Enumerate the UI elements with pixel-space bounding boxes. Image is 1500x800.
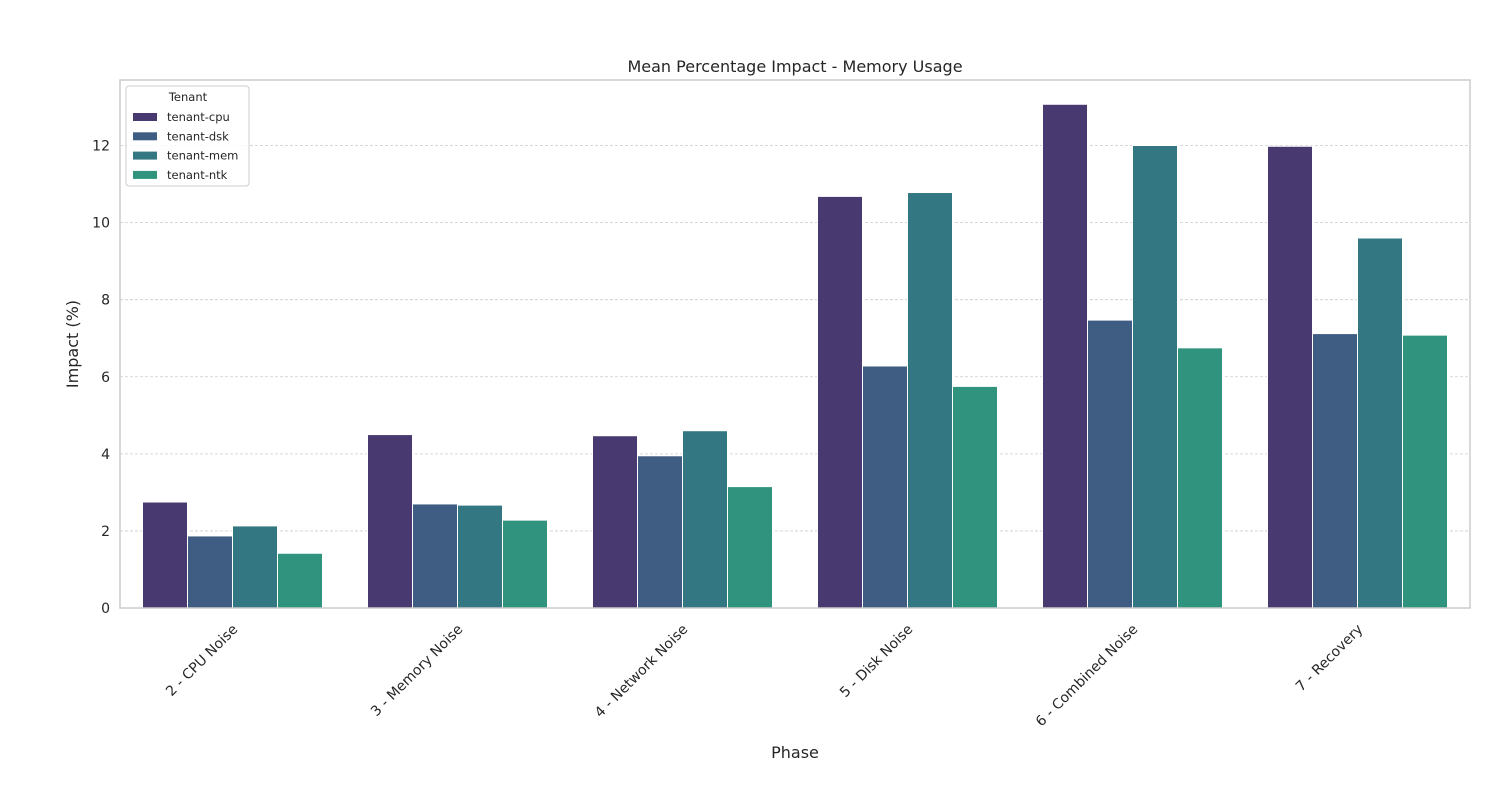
x-tick-label: 7 - Recovery	[1293, 622, 1366, 695]
y-tick-label: 0	[101, 601, 110, 617]
bar-tenant-mem	[232, 525, 278, 609]
bar-tenant-cpu	[1042, 103, 1088, 609]
y-axis-label: Impact (%)	[63, 300, 82, 388]
grid-lines	[120, 145, 1470, 532]
legend-swatch-tenant-ntk	[133, 170, 157, 179]
bar-tenant-dsk	[637, 455, 683, 609]
x-axis-ticks: 2 - CPU Noise 3 - Memory Noise 4 - Network…	[163, 622, 1366, 730]
legend-label-tenant-ntk: tenant-ntk	[167, 168, 228, 182]
bar-tenant-ntk	[1177, 347, 1223, 609]
bar-tenant-mem	[1132, 145, 1178, 609]
legend: Tenant tenant-cputenant-dsktenant-memten…	[125, 85, 250, 187]
bar-tenant-ntk	[727, 486, 773, 609]
bars-group	[142, 103, 1448, 609]
y-tick-label: 6	[101, 370, 110, 386]
x-tick-label: 6 - Combined Noise	[1033, 622, 1141, 730]
x-tick-label: 5 - Disk Noise	[837, 622, 916, 701]
x-tick-label: 4 - Network Noise	[592, 622, 691, 721]
legend-swatch-tenant-dsk	[133, 132, 157, 141]
y-tick-label: 12	[92, 139, 110, 155]
bar-tenant-ntk	[502, 519, 548, 609]
x-tick-label: 3 - Memory Noise	[368, 622, 466, 720]
chart-title: Mean Percentage Impact - Memory Usage	[627, 57, 962, 76]
bar-tenant-dsk	[862, 365, 908, 609]
bar-tenant-mem	[682, 430, 728, 609]
legend-frame	[125, 85, 250, 187]
y-tick-label: 2	[101, 524, 110, 540]
bar-tenant-dsk	[412, 503, 458, 609]
legend-items: tenant-cpu tenant-dsk tenant-mem tenant-ntk	[133, 110, 238, 182]
legend-label-tenant-dsk: tenant-dsk	[167, 129, 229, 143]
x-axis-label: Phase	[771, 743, 819, 762]
plot-frame	[119, 79, 1471, 609]
bar-tenant-dsk	[187, 535, 233, 609]
bar-tenant-ntk	[277, 552, 323, 609]
bar-tenant-cpu	[367, 434, 413, 609]
bar-tenant-ntk	[1402, 334, 1448, 609]
bar-tenant-dsk	[1087, 319, 1133, 609]
bar-tenant-mem	[1357, 237, 1403, 609]
bar-tenant-cpu	[1267, 145, 1313, 609]
bar-tenant-mem	[457, 504, 503, 609]
x-tick-label: 2 - CPU Noise	[163, 622, 241, 700]
y-tick-label: 4	[101, 447, 110, 463]
bar-tenant-mem	[907, 192, 953, 609]
y-axis-ticks: 0 2 4 6 8 10 12	[92, 139, 110, 617]
bar-tenant-cpu	[592, 435, 638, 609]
y-tick-label: 8	[101, 293, 110, 309]
legend-label-tenant-cpu: tenant-cpu	[167, 110, 230, 124]
legend-title: Tenant	[168, 90, 208, 104]
bar-tenant-ntk	[952, 385, 998, 609]
bar-tenant-cpu	[817, 195, 863, 609]
y-tick-label: 10	[92, 216, 110, 232]
bar-tenant-dsk	[1312, 333, 1358, 609]
bar-tenant-cpu	[142, 501, 188, 609]
legend-swatch-tenant-mem	[133, 151, 157, 160]
legend-label-tenant-mem: tenant-mem	[167, 149, 238, 163]
legend-swatch-tenant-cpu	[133, 113, 157, 121]
